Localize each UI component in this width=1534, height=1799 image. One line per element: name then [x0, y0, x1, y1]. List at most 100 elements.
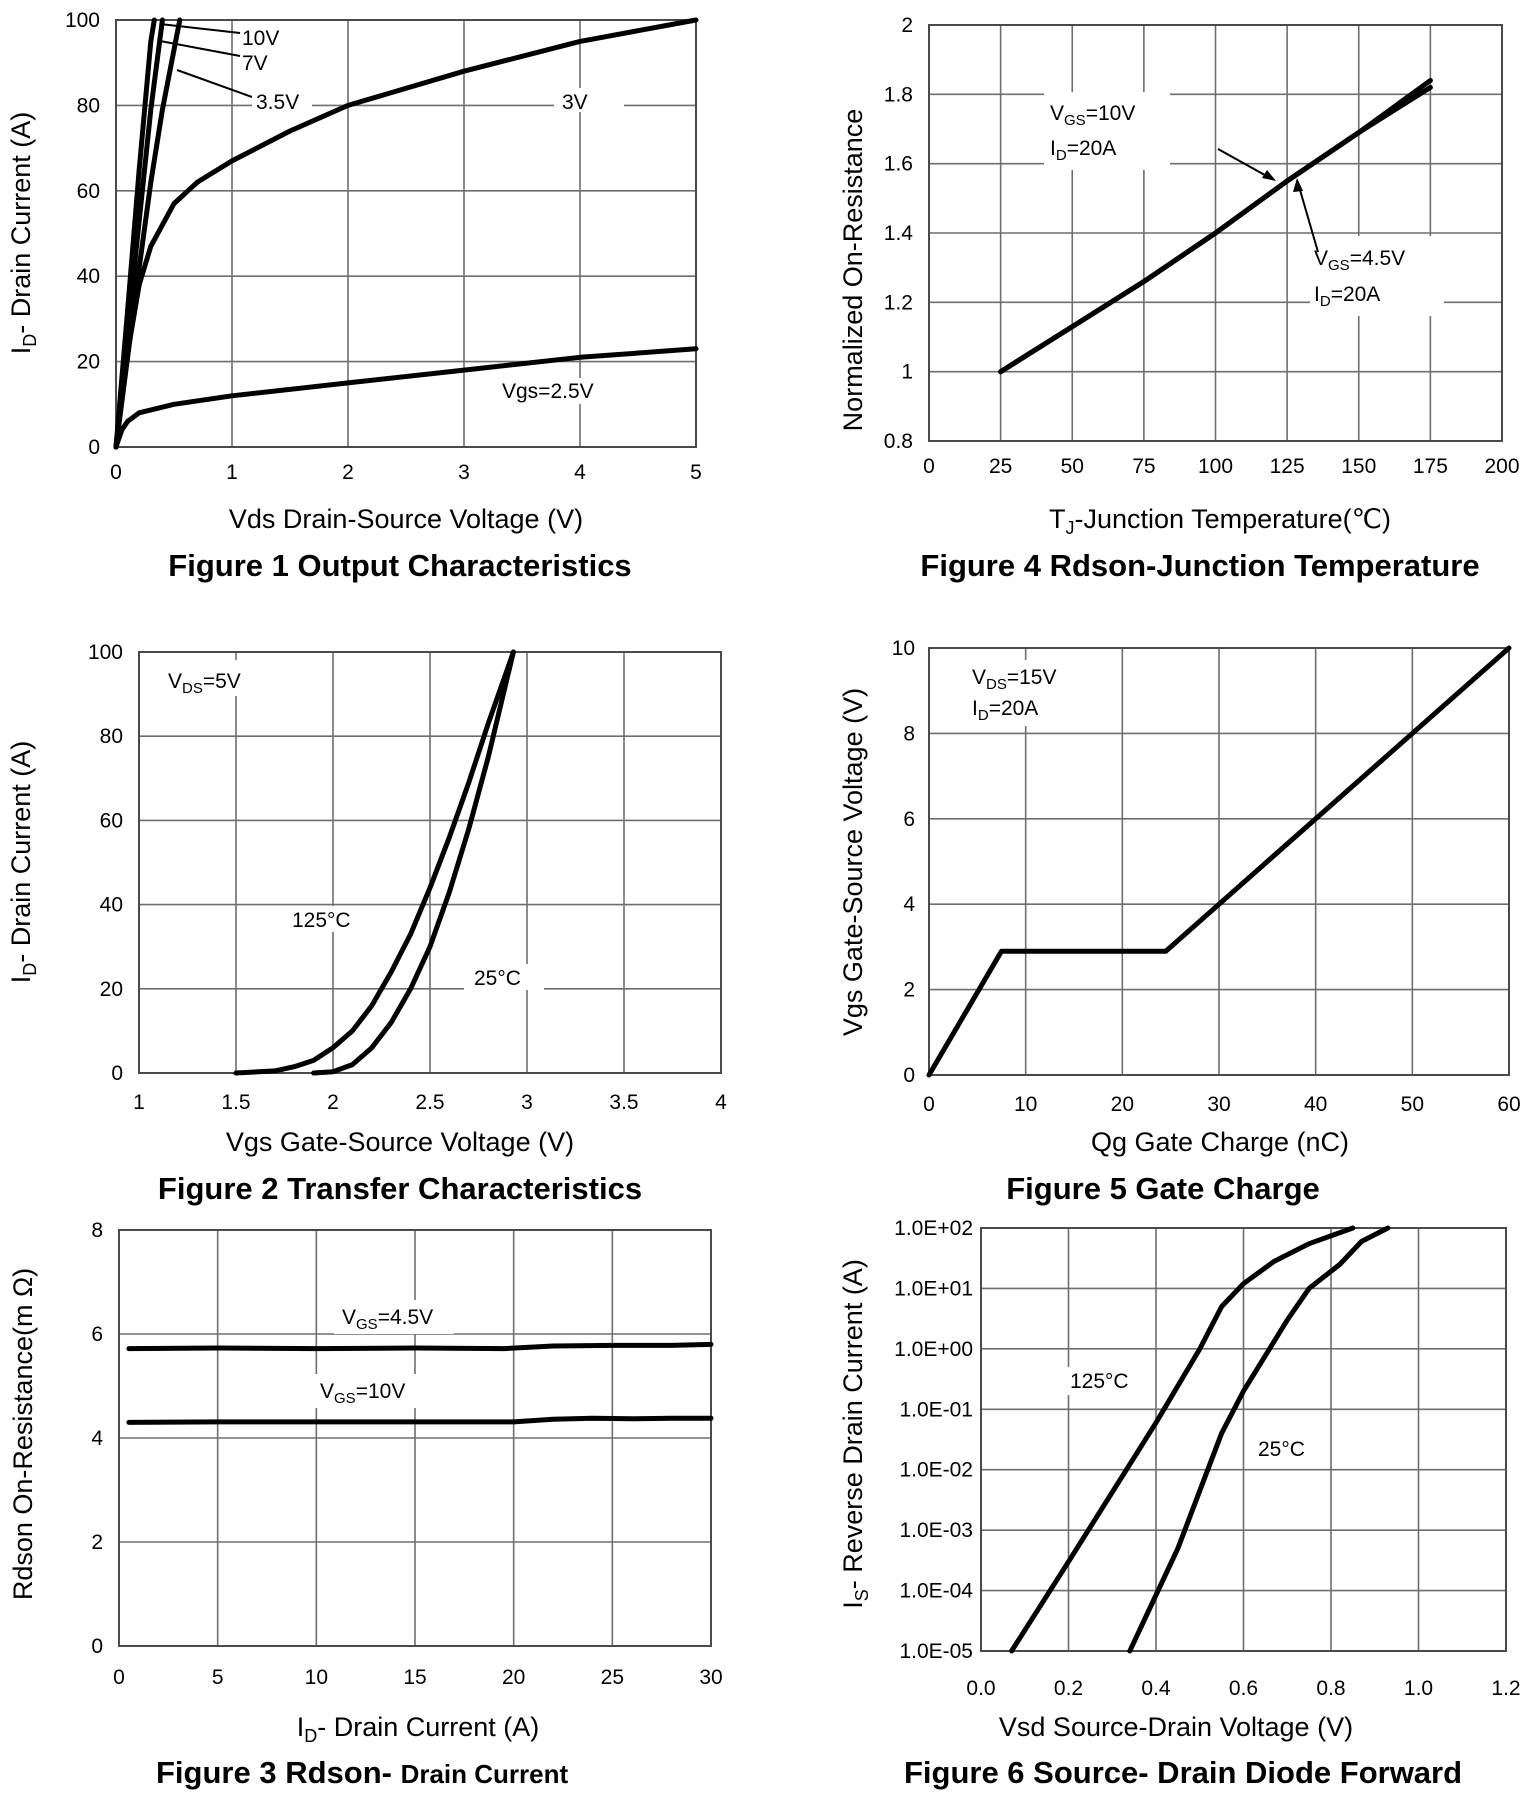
fig5-marks	[926, 645, 1512, 1078]
fig5-label-id: ID=20A	[972, 697, 1038, 724]
fig5-plot-frame	[928, 647, 1510, 1076]
fig3-caption: Figure 3 Rdson- Drain Current	[156, 1755, 568, 1790]
fig6-annotations: 125°C 25°C	[1066, 1367, 1328, 1463]
fig1-series-4	[113, 346, 699, 450]
fig1-ytick-2: 40	[77, 265, 100, 288]
fig3-xtick-1: 5	[212, 1666, 224, 1689]
fig3-ticks: 0 5 10 15 20 25 30 0 2 4 6 8	[91, 1219, 722, 1689]
fig4-ytick-1: 1	[901, 361, 913, 384]
fig2-grid	[138, 651, 722, 1074]
fig4-xtick-8: 200	[1484, 455, 1519, 478]
fig6-ytick-1: 1.0E-04	[899, 1580, 973, 1603]
fig4-ytick-2: 1.2	[884, 291, 913, 314]
fig5-xtick-4: 40	[1304, 1093, 1327, 1116]
fig3-ytick-3: 6	[91, 1323, 103, 1346]
fig5-series-0	[926, 645, 1512, 1078]
fig6-plot-frame	[980, 1227, 1507, 1652]
fig3-ytick-1: 2	[91, 1531, 103, 1554]
fig1-ytick-5: 100	[65, 9, 100, 32]
fig4-label-vgs10: VGS=10V	[1050, 102, 1135, 129]
fig2-ytick-1: 20	[100, 978, 123, 1001]
fig1-xtick-4: 4	[574, 461, 586, 484]
fig1-label-vgs-2-5v: Vgs=2.5V	[502, 380, 594, 403]
fig5-xtick-6: 60	[1497, 1093, 1520, 1116]
fig5-xtick-2: 20	[1111, 1093, 1134, 1116]
fig3-grid	[118, 1229, 712, 1647]
fig5-label-vds: VDS=15V	[972, 666, 1057, 693]
fig6-marks	[1009, 1225, 1391, 1654]
fig4-ytick-0: 0.8	[884, 430, 913, 453]
chart-fig6: 0.0 0.2 0.4 0.6 0.8 1.0 1.2 1.0E-05 1.0E-04 1.0E-…	[838, 1217, 1521, 1790]
fig4-ytick-4: 1.6	[884, 153, 913, 176]
fig2-xtick-1: 1.5	[221, 1091, 250, 1114]
fig1-label-10v: 10V	[242, 27, 279, 50]
fig5-xtick-0: 0	[923, 1093, 935, 1116]
fig2-xtick-2: 2	[327, 1091, 339, 1114]
fig2-ytick-4: 80	[100, 725, 123, 748]
fig6-ytick-3: 1.0E-02	[899, 1459, 973, 1482]
fig2-series-1	[311, 649, 516, 1076]
fig6-ytick-2: 1.0E-03	[899, 1519, 973, 1542]
fig2-ytick-0: 0	[111, 1062, 123, 1085]
fig5-ytick-2: 4	[903, 893, 915, 916]
fig1-ytick-4: 80	[77, 94, 100, 117]
fig1-label-3-5v: 3.5V	[256, 91, 299, 114]
fig5-ytick-0: 0	[903, 1064, 915, 1087]
fig1-arrow-7v	[159, 40, 241, 57]
fig4-ytick-3: 1.4	[884, 222, 914, 245]
fig4-ytick-5: 1.8	[884, 83, 913, 106]
fig4-series-1	[998, 84, 1433, 375]
fig1-series-3	[113, 17, 699, 450]
fig4-marks	[998, 78, 1433, 375]
fig4-label-id20-a: ID=20A	[1050, 137, 1116, 164]
fig6-ytick-5: 1.0E+00	[894, 1338, 973, 1361]
fig3-plot-frame	[118, 1229, 712, 1647]
fig4-xtick-6: 150	[1341, 455, 1376, 478]
fig1-annotations: 10V 7V 3.5V 3V Vgs=2.5V	[159, 23, 624, 404]
fig1-marks	[113, 17, 699, 450]
fig3-xtick-3: 15	[403, 1666, 426, 1689]
fig6-ytick-7: 1.0E+02	[894, 1217, 973, 1240]
chart-fig1: 0 1 2 3 4 5 0 20 40 60 80 100 10V 7V 3.5V 3V Vgs=2.…	[6, 9, 702, 583]
fig4-label-id20-b: ID=20A	[1314, 283, 1380, 310]
fig1-label-7v: 7V	[242, 52, 268, 75]
fig2-x-label: Vgs Gate-Source Voltage (V)	[226, 1127, 574, 1157]
fig4-arrow-vgs4-5	[1297, 182, 1319, 253]
fig6-ticks: 0.0 0.2 0.4 0.6 0.8 1.0 1.2 1.0E-05 1.0E-04 1.0E-…	[894, 1217, 1520, 1700]
fig3-y-label: Rdson On-Resistance(m Ω)	[8, 1268, 38, 1600]
fig5-ytick-3: 6	[903, 808, 915, 831]
fig1-plot-frame	[115, 19, 697, 448]
fig2-xtick-0: 1	[133, 1091, 145, 1114]
fig5-annotations: VDS=15V ID=20A	[966, 660, 1076, 726]
fig4-plot-frame	[928, 24, 1503, 442]
fig2-ytick-2: 40	[100, 894, 123, 917]
fig6-xtick-1: 0.2	[1054, 1677, 1083, 1700]
fig6-caption: Figure 6 Source- Drain Diode Forward	[904, 1755, 1462, 1790]
fig6-xtick-4: 0.8	[1316, 1677, 1345, 1700]
chart-fig3: 0 5 10 15 20 25 30 0 2 4 6 8 VGS=4.5V VGS=10V ID- D…	[8, 1219, 723, 1790]
fig2-xtick-3: 2.5	[415, 1091, 444, 1114]
fig4-x-label: TJ-Junction Temperature(℃)	[1049, 504, 1391, 538]
fig1-xtick-5: 5	[690, 461, 702, 484]
fig1-arrow-3-5v	[176, 69, 256, 99]
fig6-grid	[980, 1227, 1507, 1652]
fig6-xtick-5: 1.0	[1404, 1677, 1433, 1700]
fig5-y-label: Vgs Gate-Source Voltage (V)	[838, 688, 868, 1036]
fig4-ticks: 0 25 50 75 100 125 150 175 200 0.8 1 1.2 1.4 1.6 1.8 2	[884, 14, 1520, 478]
fig3-series-1	[126, 1415, 714, 1425]
chart-fig4: 0 25 50 75 100 125 150 175 2000.811.21.41.61.82 …	[838, 14, 1520, 583]
fig3-annotations: VGS=4.5V VGS=10V	[314, 1300, 454, 1408]
fig5-ytick-4: 8	[903, 722, 915, 745]
fig1-arrow-10v	[159, 23, 241, 34]
fig6-x-label: Vsd Source-Drain Voltage (V)	[999, 1712, 1353, 1742]
fig6-ytick-0: 1.0E-05	[899, 1640, 973, 1663]
fig3-ytick-4: 8	[91, 1219, 103, 1242]
fig3-xtick-6: 30	[699, 1666, 722, 1689]
fig2-xtick-5: 3.5	[609, 1091, 638, 1114]
fig2-label-125c: 125°C	[292, 909, 351, 932]
fig2-plot-frame	[138, 651, 722, 1074]
fig5-ticks: 0 10 20 30 40 50 60 0 2 4 6 8 10	[892, 637, 1521, 1116]
fig2-series-0	[233, 649, 516, 1076]
